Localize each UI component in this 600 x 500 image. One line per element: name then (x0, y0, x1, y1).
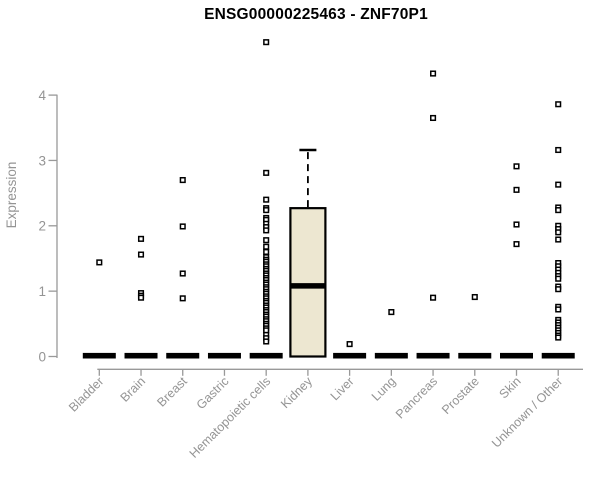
data-point (555, 101, 562, 108)
data-point (96, 259, 103, 266)
x-tick-label: Breast (154, 374, 190, 410)
box-group-bladder (82, 259, 116, 359)
box-group-liver (333, 341, 367, 359)
x-tick-label: Gastric (194, 374, 232, 412)
box-group-prostate (458, 293, 492, 359)
data-point (263, 338, 270, 345)
box-group-lung (374, 309, 408, 359)
data-point (513, 241, 520, 248)
data-point (263, 39, 270, 46)
collapsed-box-bar (166, 352, 200, 359)
y-axis: 0 1 2 3 4 Expression (4, 88, 58, 364)
data-point (513, 221, 520, 228)
chart-title: ENSG00000225463 - ZNF70P1 (204, 6, 428, 23)
x-tick-label: Prostate (439, 374, 482, 417)
box-group-brain (124, 235, 158, 359)
x-tick-label: Kidney (278, 374, 315, 411)
data-point (513, 163, 520, 170)
y-tick-label: 2 (38, 219, 46, 234)
box-group-unknown-other (541, 101, 575, 359)
x-tick-label: Hematopoietic cells (187, 374, 274, 461)
y-tick-label: 1 (38, 284, 46, 299)
data-point (430, 114, 437, 122)
collapsed-box-bar (333, 352, 367, 359)
collapsed-box-bar (124, 352, 158, 359)
collapsed-box-bar (416, 352, 450, 359)
data-point (137, 294, 145, 301)
box-rect (289, 207, 327, 358)
box-group-skin (500, 163, 533, 359)
data-point (555, 286, 562, 293)
data-point (555, 181, 562, 188)
data-point (263, 227, 270, 234)
data-point (430, 70, 437, 77)
data-point (179, 270, 186, 277)
data-point (137, 251, 145, 258)
data-point (471, 293, 478, 301)
x-tick-label: Bladder (66, 374, 106, 414)
y-tick-label: 3 (38, 153, 46, 168)
data-point (263, 207, 270, 214)
collapsed-box-bar (249, 352, 283, 359)
data-point (388, 309, 395, 316)
x-tick-label: Pancreas (393, 374, 440, 421)
data-point (555, 207, 562, 214)
y-tick-label: 0 (38, 349, 46, 364)
collapsed-box-bar (82, 352, 116, 359)
box-group-pancreas (416, 70, 450, 359)
data-point (555, 306, 562, 313)
data-point (263, 243, 270, 250)
data-point (179, 295, 186, 302)
collapsed-box-bar (374, 352, 408, 359)
data-point (346, 341, 353, 348)
data-point (179, 177, 186, 184)
data-point (513, 186, 520, 193)
data-point (430, 294, 437, 301)
y-axis-title: Expression (4, 162, 19, 229)
data-point (263, 169, 270, 176)
data-point (555, 275, 562, 282)
box-group-breast (166, 177, 200, 359)
x-tick-label: Lung (369, 374, 399, 404)
data-point (555, 146, 562, 154)
x-tick-label: Brain (118, 374, 149, 405)
y-tick-label: 4 (38, 88, 46, 103)
x-tick-label: Skin (497, 374, 524, 401)
data-point (263, 248, 270, 255)
x-tick-label: Unknown / Other (489, 374, 565, 450)
collapsed-box-bar (458, 352, 492, 359)
collapsed-box-bar (500, 352, 533, 359)
collapsed-box-bar (207, 352, 241, 359)
data-point (137, 235, 145, 242)
box-group-kidney (289, 148, 327, 358)
x-tick-label: Liver (328, 374, 357, 403)
collapsed-box-bar (541, 352, 575, 359)
data-point (263, 196, 270, 203)
data-point (263, 237, 270, 244)
data-point (555, 236, 562, 243)
data-point (555, 229, 562, 236)
data-point (179, 223, 186, 230)
data-point (555, 334, 562, 341)
box-group-gastric (207, 352, 241, 359)
box-group-hematopoietic-cells (249, 39, 283, 359)
